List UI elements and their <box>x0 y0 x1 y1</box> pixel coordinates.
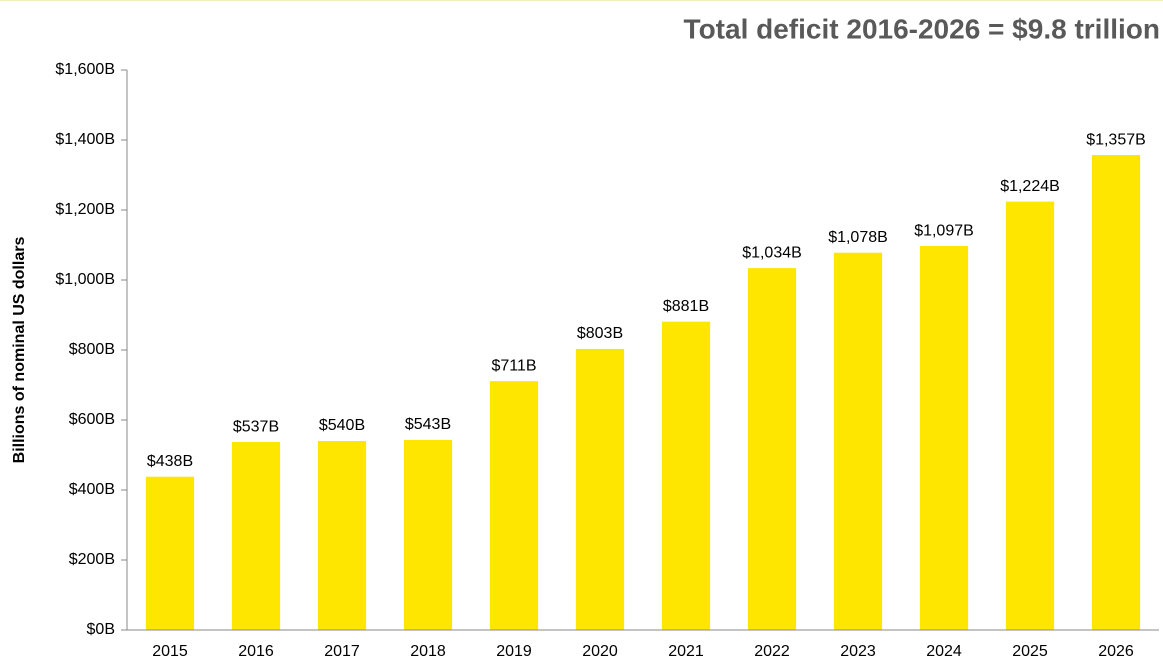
bar <box>145 476 195 630</box>
bar <box>317 441 367 630</box>
x-tick-label: 2024 <box>926 643 962 660</box>
x-tick-label: 2026 <box>1098 643 1134 660</box>
y-tick-label: $1,200B <box>55 201 115 218</box>
x-tick-label: 2015 <box>152 643 188 660</box>
y-tick-label: $1,600B <box>55 61 115 78</box>
data-label: $1,078B <box>828 229 888 246</box>
y-tick-label: $800B <box>69 341 115 358</box>
x-tick-label: 2017 <box>324 643 360 660</box>
data-label: $1,357B <box>1086 131 1146 148</box>
data-label: $881B <box>663 298 709 315</box>
x-tick-label: 2021 <box>668 643 704 660</box>
data-label: $438B <box>147 453 193 470</box>
x-tick-label: 2023 <box>840 643 876 660</box>
data-label: $711B <box>491 357 536 374</box>
bar <box>661 321 711 630</box>
bar <box>231 442 281 630</box>
x-tick-label: 2016 <box>238 643 274 660</box>
y-tick-label: $1,000B <box>55 271 115 288</box>
y-tick-label: $600B <box>69 411 115 428</box>
bar <box>833 252 883 630</box>
x-tick-label: 2022 <box>754 643 790 660</box>
x-tick-label: 2025 <box>1012 643 1048 660</box>
bar <box>575 348 625 630</box>
y-axis-label: Billions of nominal US dollars <box>11 237 28 464</box>
chart-title: Total deficit 2016-2026 = $9.8 trillion <box>684 13 1160 44</box>
bar <box>747 268 797 630</box>
bar <box>919 246 969 631</box>
data-label: $543B <box>405 416 451 433</box>
bar <box>1005 201 1055 630</box>
y-tick-label: $200B <box>69 551 115 568</box>
data-label: $803B <box>577 325 623 342</box>
bar <box>1091 155 1141 631</box>
data-label: $537B <box>233 418 279 435</box>
bar <box>403 439 453 630</box>
data-label: $540B <box>319 417 365 434</box>
bar <box>489 381 539 630</box>
y-tick-label: $400B <box>69 481 115 498</box>
x-tick-label: 2020 <box>582 643 618 660</box>
data-label: $1,034B <box>742 244 802 261</box>
data-label: $1,224B <box>1000 178 1060 195</box>
data-label: $1,097B <box>914 222 974 239</box>
x-tick-label: 2019 <box>496 643 532 660</box>
x-tick-label: 2018 <box>410 643 446 660</box>
y-tick-label: $1,400B <box>55 131 115 148</box>
y-tick-label: $0B <box>87 621 115 638</box>
